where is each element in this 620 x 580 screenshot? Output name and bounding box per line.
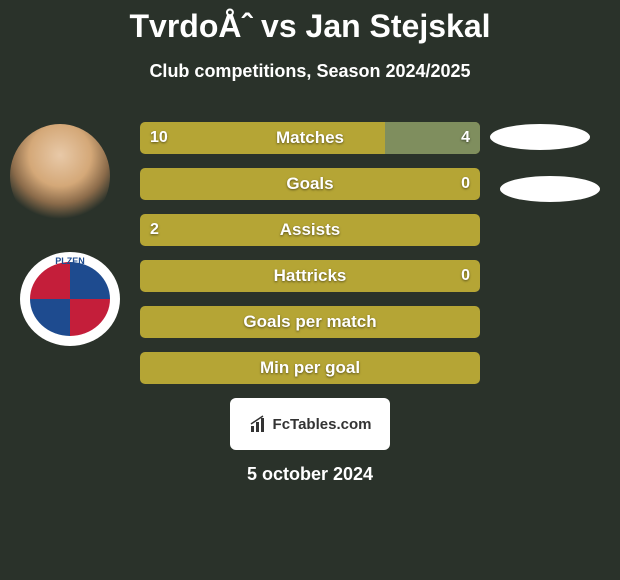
bar-row: Min per goal (140, 352, 480, 384)
club-left-name: PLZEN (20, 256, 120, 266)
bar-label: Goals (140, 168, 480, 200)
bar-row: Matches10 4 (140, 122, 480, 154)
bar-left-value: 2 (150, 214, 159, 246)
footer-date: 5 october 2024 (0, 464, 620, 485)
brand-text: FcTables.com (273, 416, 372, 433)
bar-label: Goals per match (140, 306, 480, 338)
brand-box[interactable]: FcTables.com (230, 398, 390, 450)
bar-row: Assists2 (140, 214, 480, 246)
bar-right-value: 0 (461, 260, 470, 292)
brand-icon (249, 414, 269, 434)
page-title: TvrdoÅˆ vs Jan Stejskal (0, 0, 620, 45)
bar-label: Matches (140, 122, 480, 154)
subtitle: Club competitions, Season 2024/2025 (0, 61, 620, 82)
bar-label: Min per goal (140, 352, 480, 384)
bar-label: Hattricks (140, 260, 480, 292)
bar-left-value: 10 (150, 122, 168, 154)
bar-label: Assists (140, 214, 480, 246)
bar-row: Goals0 (140, 168, 480, 200)
bar-row: Goals per match (140, 306, 480, 338)
comparison-chart: Matches104Goals0Assists2Hattricks0Goals … (0, 122, 620, 384)
bar-right-value: 0 (461, 168, 470, 200)
bar-right-value: 4 (461, 122, 470, 154)
bar-row: Hattricks0 (140, 260, 480, 292)
